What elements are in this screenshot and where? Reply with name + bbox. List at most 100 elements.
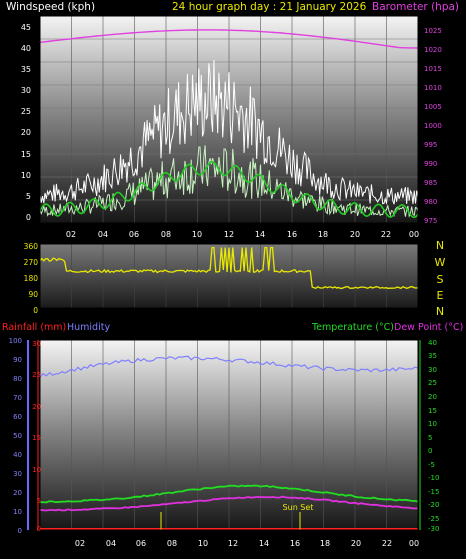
temp-tick-label: 40: [428, 339, 437, 347]
compass-label: N: [436, 239, 444, 252]
wind-hour-label: 06: [129, 230, 139, 239]
temp-hour-label: 08: [167, 539, 177, 548]
temp-tick-label: 15: [428, 407, 437, 415]
baro-tick-label: 985: [424, 179, 437, 187]
wind-panel: 45 40 35 30 25 20 15 10 5 0 1025 1020 10…: [21, 15, 442, 239]
baro-tick-label: 1020: [424, 46, 442, 54]
baro-tick-label: 980: [424, 198, 437, 206]
barometer-series: [39, 29, 419, 49]
wind-hour-label: 12: [224, 230, 234, 239]
wind-hour-label: 10: [192, 230, 202, 239]
humidity-tick-label: 20: [13, 489, 22, 497]
wind-tick-label: 0: [26, 213, 31, 222]
compass-label: E: [437, 289, 444, 302]
humidity-tick-label: 100: [9, 337, 22, 345]
wind-hour-label: 18: [318, 230, 328, 239]
dewpoint-axis-title: Dew Point (°C): [394, 322, 463, 333]
temp-hour-label: 14: [259, 539, 269, 548]
wind-mean-line: [39, 160, 419, 219]
rain-tick-label: 25: [32, 371, 41, 379]
rainfall-axis-title: Rainfall (mm): [2, 322, 66, 333]
humidity-line: [39, 355, 419, 378]
temperature-line: [39, 484, 419, 504]
temp-tick-label: -30: [428, 525, 439, 533]
baro-tick-label: 1005: [424, 103, 442, 111]
direction-tick-label: 270: [24, 258, 39, 267]
temp-tick-label: 30: [428, 366, 437, 374]
temperature-grid: [71, 340, 387, 530]
wind-hour-label: 16: [287, 230, 297, 239]
temp-tick-label: 10: [428, 420, 437, 428]
wind-tick-label: 40: [21, 44, 31, 53]
baro-tick-label: 1010: [424, 84, 442, 92]
temp-hour-label: 10: [198, 539, 208, 548]
temp-tick-label: -10: [428, 474, 439, 482]
humidity-tick-label: 80: [13, 375, 22, 383]
wind-tick-label: 25: [21, 107, 31, 116]
wind-hour-label: 08: [161, 230, 171, 239]
compass-label: S: [437, 273, 444, 286]
wind-direction-line: [39, 246, 419, 290]
wind-tick-label: 35: [21, 65, 31, 74]
temp-hour-label: 00: [409, 539, 419, 548]
wind-hour-label: 22: [381, 230, 391, 239]
compass-label: N: [436, 305, 444, 318]
barometer-line: [39, 29, 419, 49]
direction-panel: 360 270 180 90 0 N W S E N: [24, 239, 446, 318]
rain-tick-label: 15: [32, 434, 41, 442]
temp-hour-label: 04: [106, 539, 116, 548]
wind-average-series: [39, 145, 419, 218]
humidity-tick-label: 0: [18, 527, 22, 535]
direction-tick-label: 90: [28, 290, 38, 299]
dewpoint-line: [39, 495, 419, 512]
temp-tick-label: 25: [428, 379, 437, 387]
humidity-axis-title: Humidity: [67, 322, 110, 333]
wind-average-line: [39, 145, 419, 218]
humidity-series: [39, 355, 419, 378]
wind-tick-label: 45: [21, 23, 31, 32]
direction-tick-label: 360: [24, 242, 39, 251]
wind-hour-label: 04: [98, 230, 108, 239]
baro-tick-label: 995: [424, 141, 437, 149]
baro-tick-label: 990: [424, 160, 437, 168]
wind-hour-label: 14: [255, 230, 265, 239]
wind-gust-line: [39, 59, 419, 205]
temp-hour-label: 20: [351, 539, 361, 548]
barometer-axis-title: Barometer (hpa): [372, 1, 459, 13]
windspeed-axis-title: Windspeed (kph): [6, 1, 95, 13]
humidity-tick-label: 30: [13, 470, 22, 478]
wind-gust-series: [39, 59, 419, 205]
humidity-tick-label: 70: [13, 394, 22, 402]
temperature-panel: Sun Set 100 90 80 70 60 50 40 30 20 10 0…: [9, 337, 440, 548]
compass-label: W: [435, 256, 446, 269]
sun-markers: [160, 512, 301, 530]
temp-tick-label: 5: [428, 434, 432, 442]
wind-mean-series: [39, 160, 419, 219]
rain-tick-label: 30: [32, 340, 41, 348]
baro-tick-label: 1025: [424, 27, 442, 35]
wind-direction-series: [39, 246, 419, 290]
baro-tick-label: 1000: [424, 122, 442, 130]
wind-panel-frame: [39, 15, 419, 224]
rain-tick-label: 10: [32, 466, 41, 474]
temp-hour-label: 18: [320, 539, 330, 548]
wind-hour-label: 02: [66, 230, 76, 239]
temp-hour-label: 22: [382, 539, 392, 548]
sunset-label: Sun Set: [283, 503, 314, 512]
humidity-tick-label: 40: [13, 451, 22, 459]
temp-tick-label: 20: [428, 393, 437, 401]
direction-tick-label: 180: [24, 274, 39, 283]
temp-hour-label: 02: [75, 539, 85, 548]
direction-grid: [71, 244, 387, 308]
baro-tick-label: 1015: [424, 65, 442, 73]
graph-day-title: 24 hour graph day : 21 January 2026: [172, 1, 367, 13]
temperature-axis-title: Temperature (°C): [311, 322, 394, 333]
rain-tick-label: 5: [37, 497, 41, 505]
humidity-tick-label: 60: [13, 413, 22, 421]
temp-hour-label: 12: [228, 539, 238, 548]
temperature-series: [39, 484, 419, 504]
rain-tick-label: 0: [37, 525, 41, 533]
temp-tick-label: -5: [428, 461, 435, 469]
wind-hour-label: 00: [409, 230, 419, 239]
